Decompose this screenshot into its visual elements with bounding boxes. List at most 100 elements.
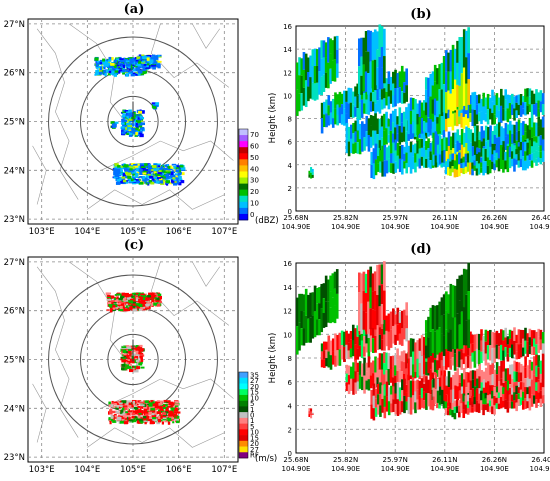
section-strip xyxy=(508,401,512,409)
section-strip xyxy=(458,116,461,125)
section-strip xyxy=(511,344,514,359)
section-strip xyxy=(539,329,543,340)
echo-pixel xyxy=(132,73,136,76)
section-strip xyxy=(422,146,426,157)
echo-pixel xyxy=(151,168,156,172)
section-strip xyxy=(391,377,395,388)
echo-pixel xyxy=(122,124,126,127)
echo-pixel xyxy=(158,402,161,406)
echo-pixel xyxy=(126,366,132,369)
section-strip xyxy=(356,372,360,382)
section-strip xyxy=(471,395,474,402)
section-strip xyxy=(418,158,422,169)
section-strip xyxy=(327,279,330,302)
panel-b-cross-section: 161412108642025.68N104.90E25.82N104.90E2… xyxy=(268,23,550,231)
section-strip xyxy=(493,386,496,397)
section-strip xyxy=(455,169,459,178)
echo-pixel xyxy=(178,182,182,186)
section-strip xyxy=(405,328,408,342)
echo-pixel xyxy=(135,298,139,302)
section-strip xyxy=(364,51,368,72)
section-strip xyxy=(431,121,435,135)
section-strip xyxy=(345,382,349,392)
section-strip xyxy=(506,145,510,160)
section-strip xyxy=(491,143,495,157)
section-strip xyxy=(506,368,510,381)
section-strip xyxy=(324,275,328,302)
section-strip xyxy=(374,388,378,399)
section-strip xyxy=(434,155,438,168)
echo-pixel xyxy=(121,294,125,296)
section-strip xyxy=(323,341,326,351)
echo-pixel xyxy=(143,406,148,409)
echo-pixel xyxy=(110,63,115,66)
echo-pixel xyxy=(114,163,119,167)
echo-pixel xyxy=(173,411,177,414)
section-strip xyxy=(454,132,457,144)
echo-pixel xyxy=(139,306,144,310)
section-strip xyxy=(478,131,481,140)
section-strip xyxy=(456,386,460,405)
section-strip xyxy=(524,102,527,116)
section-strip xyxy=(396,382,400,400)
section-strip xyxy=(320,102,324,119)
section-strip xyxy=(396,73,400,89)
section-strip xyxy=(537,100,540,109)
section-strip xyxy=(467,139,470,152)
section-strip xyxy=(467,382,470,393)
section-strip xyxy=(320,58,324,77)
section-strip xyxy=(502,371,506,383)
echo-pixel xyxy=(126,346,132,350)
section-strip xyxy=(532,395,536,404)
panel-d-cross-section: 161412108642025.68N104.90E25.82N104.90E2… xyxy=(268,260,550,473)
echo-pixel xyxy=(129,298,134,302)
section-strip xyxy=(460,311,464,349)
section-strip xyxy=(452,389,455,405)
section-strip xyxy=(528,378,532,389)
section-strip xyxy=(360,303,363,334)
colorbar-cell xyxy=(239,417,248,424)
section-strip xyxy=(358,334,362,346)
section-strip xyxy=(383,28,386,57)
section-strip xyxy=(458,405,461,412)
echo-pixel xyxy=(139,171,143,176)
section-strip xyxy=(469,95,472,105)
section-strip xyxy=(471,352,474,362)
echo-pixel xyxy=(94,57,99,61)
section-strip xyxy=(418,350,422,364)
section-strip xyxy=(372,383,376,396)
section-strip xyxy=(449,389,453,403)
section-strip xyxy=(445,385,449,395)
section-strip xyxy=(462,104,466,117)
section-strip xyxy=(363,357,366,376)
section-strip xyxy=(533,338,536,347)
echo-pixel xyxy=(160,182,165,185)
section-strip xyxy=(462,168,466,175)
section-strip xyxy=(476,125,479,137)
section-strip xyxy=(464,404,468,414)
echo-pixel xyxy=(154,300,157,305)
section-strip xyxy=(325,349,328,359)
section-strip xyxy=(524,387,527,399)
echo-pixel xyxy=(135,359,140,363)
echo-pixel xyxy=(180,180,185,184)
section-strip xyxy=(462,162,466,169)
section-strip xyxy=(497,398,501,404)
echo-pixel xyxy=(117,293,122,296)
section-strip xyxy=(394,393,398,404)
section-strip xyxy=(372,130,375,146)
echo-pixel xyxy=(143,415,148,419)
section-strip xyxy=(367,118,371,136)
panel-b-reflectivity-section xyxy=(296,24,545,180)
section-strip xyxy=(467,319,470,348)
section-strip xyxy=(318,303,321,320)
section-strip xyxy=(473,91,477,110)
echo-pixel xyxy=(109,306,113,310)
section-strip xyxy=(363,325,366,337)
echo-pixel xyxy=(123,173,126,177)
x-tick-label: 106°E xyxy=(166,465,192,475)
echo-pixel xyxy=(125,127,128,130)
section-strip xyxy=(482,138,486,147)
section-strip xyxy=(369,266,373,288)
section-strip xyxy=(500,105,503,123)
